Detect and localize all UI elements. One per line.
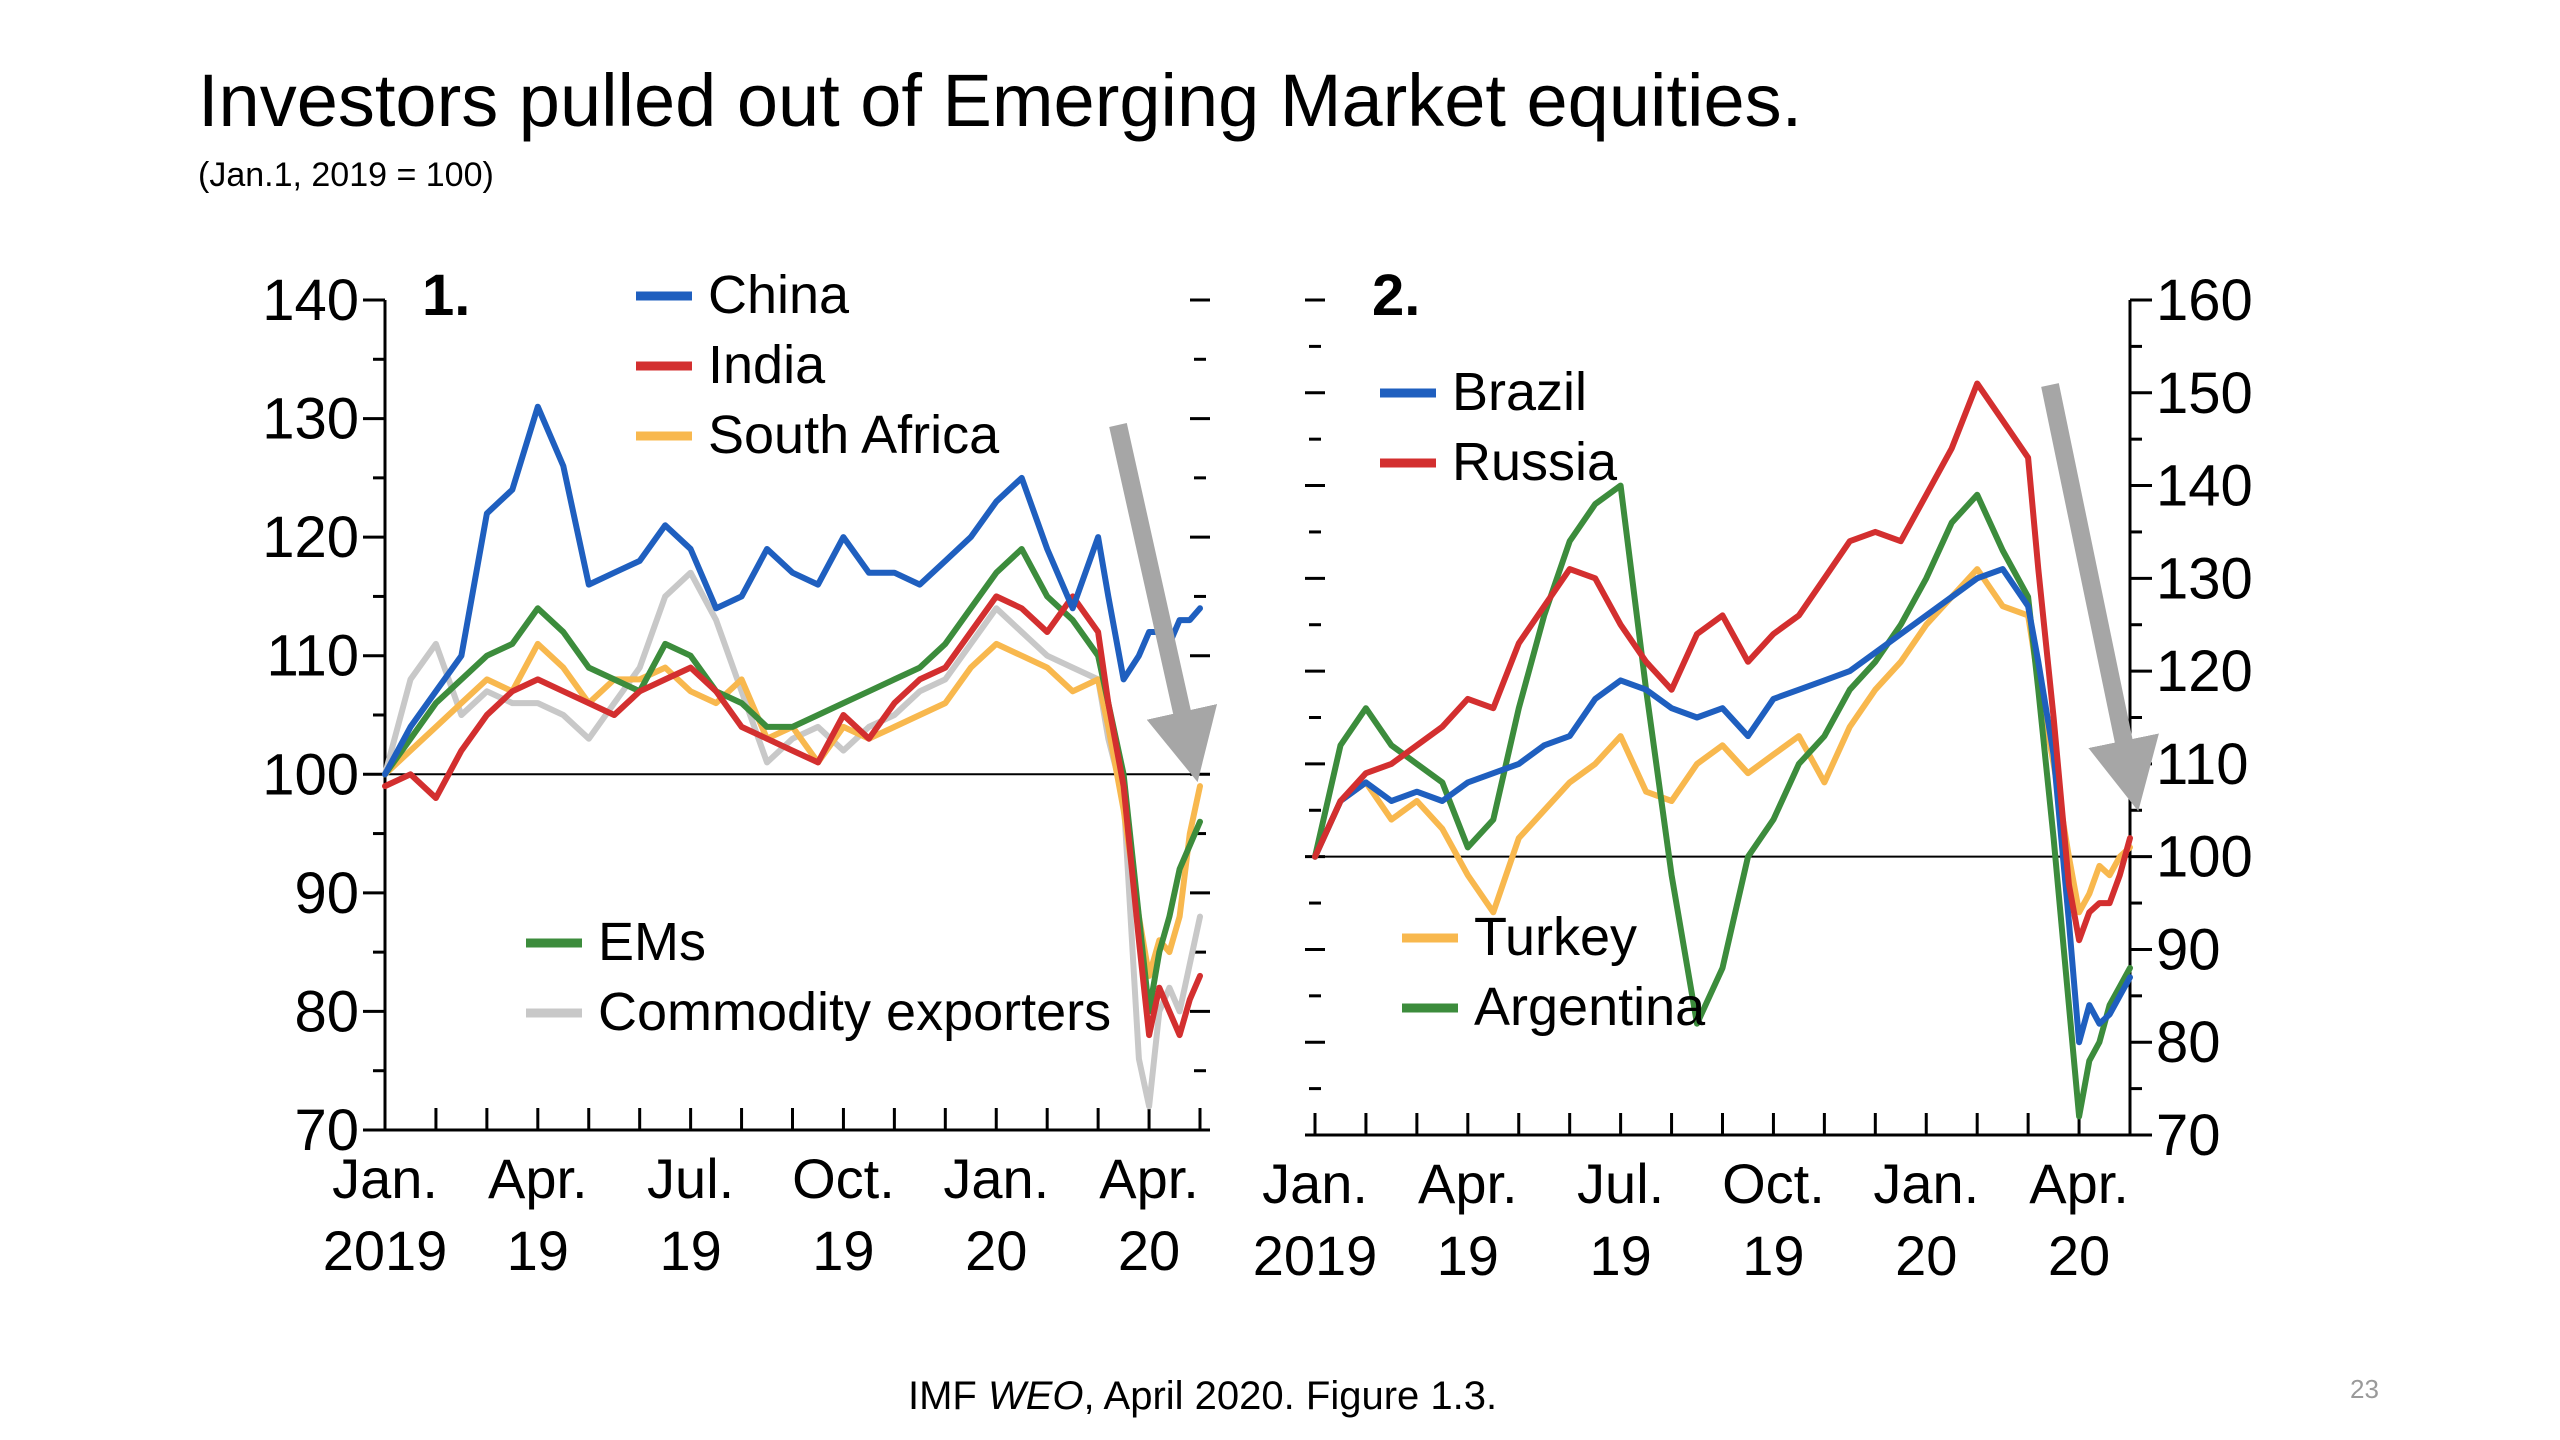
legend-label-argentina: Argentina xyxy=(1474,977,1706,1037)
legend-label-brazil: Brazil xyxy=(1452,362,1587,422)
x-tick-label: Jan. xyxy=(1262,1152,1368,1215)
y-tick-label: 70 xyxy=(2156,1103,2221,1168)
x-tick-label: Jul. xyxy=(647,1147,734,1210)
x-tick-label: Oct. xyxy=(1722,1152,1825,1215)
chart-panel-1: 708090100110120130140Jan.2019Apr.19Jul.1… xyxy=(262,263,1218,1282)
y-tick-label: 120 xyxy=(2156,639,2253,704)
y-tick-label: 130 xyxy=(2156,546,2253,611)
series-line-brazil xyxy=(1312,566,2133,1046)
x-tick-label: 19 xyxy=(1742,1224,1804,1287)
legend-label-india: India xyxy=(708,335,826,395)
x-tick-label: Jul. xyxy=(1577,1152,1664,1215)
source-prefix: IMF xyxy=(908,1374,988,1418)
y-tick-label: 70 xyxy=(294,1098,359,1163)
y-tick-label: 130 xyxy=(262,387,359,452)
y-tick-label: 150 xyxy=(2156,361,2253,426)
y-tick-label: 90 xyxy=(294,861,359,926)
x-tick-label: Jan. xyxy=(943,1147,1049,1210)
y-tick-label: 100 xyxy=(262,742,359,807)
x-tick-label: Apr. xyxy=(1099,1147,1199,1210)
x-tick-label: 2019 xyxy=(1253,1224,1378,1287)
x-tick-label: 19 xyxy=(1589,1224,1651,1287)
slide-subtitle: (Jan.1, 2019 = 100) xyxy=(198,156,494,194)
y-tick-label: 160 xyxy=(2156,268,2253,333)
y-tick-label: 80 xyxy=(2156,1010,2221,1075)
y-tick-label: 90 xyxy=(2156,917,2221,982)
legend-label-china: China xyxy=(708,265,850,325)
series-line-china xyxy=(382,403,1203,778)
source-publication: WEO xyxy=(987,1374,1084,1418)
y-tick-label: 120 xyxy=(262,505,359,570)
y-tick-label: 110 xyxy=(267,624,359,689)
x-tick-label: 19 xyxy=(659,1219,721,1282)
x-tick-label: 2019 xyxy=(323,1219,448,1282)
legend-label-russia: Russia xyxy=(1452,432,1618,492)
down-arrow-annotation xyxy=(2041,383,2159,812)
panel-label: 1. xyxy=(422,263,470,328)
x-tick-label: 20 xyxy=(1895,1224,1957,1287)
x-tick-label: Apr. xyxy=(2029,1152,2129,1215)
x-tick-label: 19 xyxy=(812,1219,874,1282)
legend-label-turkey: Turkey xyxy=(1474,907,1637,967)
panel-label: 2. xyxy=(1372,263,1420,328)
y-tick-label: 140 xyxy=(262,268,359,333)
source-suffix: , April 2020. Figure 1.3. xyxy=(1083,1374,1498,1418)
x-tick-label: Jan. xyxy=(1873,1152,1979,1215)
slide-number: 23 xyxy=(2350,1374,2379,1404)
legend-label-south-africa: South Africa xyxy=(708,405,1000,465)
series-line-russia xyxy=(1312,380,2133,944)
slide-title: Investors pulled out of Emerging Market … xyxy=(198,59,1803,142)
y-tick-label: 110 xyxy=(2156,732,2248,797)
series-line-india xyxy=(382,593,1203,1039)
x-tick-label: Apr. xyxy=(1418,1152,1518,1215)
y-tick-label: 80 xyxy=(294,979,359,1044)
x-tick-label: 19 xyxy=(1437,1224,1499,1287)
x-tick-label: Apr. xyxy=(488,1147,588,1210)
series-line-ems xyxy=(382,546,1203,1015)
legend-label-ems: EMs xyxy=(598,912,706,972)
source-note: IMF WEO, April 2020. Figure 1.3. xyxy=(908,1376,1497,1416)
legend-label-commodity-exporters: Commodity exporters xyxy=(598,982,1111,1042)
y-tick-label: 100 xyxy=(2156,825,2253,890)
series-line-commodity-exporters xyxy=(382,569,1203,1110)
y-tick-label: 140 xyxy=(2156,454,2253,519)
x-tick-label: 20 xyxy=(1118,1219,1180,1282)
chart-panel-2: 708090100110120130140150160Jan.2019Apr.1… xyxy=(1253,263,2253,1287)
down-arrow-annotation xyxy=(1109,423,1218,783)
x-tick-label: 20 xyxy=(965,1219,1027,1282)
x-tick-label: 20 xyxy=(2048,1224,2110,1287)
x-tick-label: 19 xyxy=(507,1219,569,1282)
x-tick-label: Oct. xyxy=(792,1147,895,1210)
x-tick-label: Jan. xyxy=(332,1147,438,1210)
series-line-argentina xyxy=(1312,482,2133,1120)
